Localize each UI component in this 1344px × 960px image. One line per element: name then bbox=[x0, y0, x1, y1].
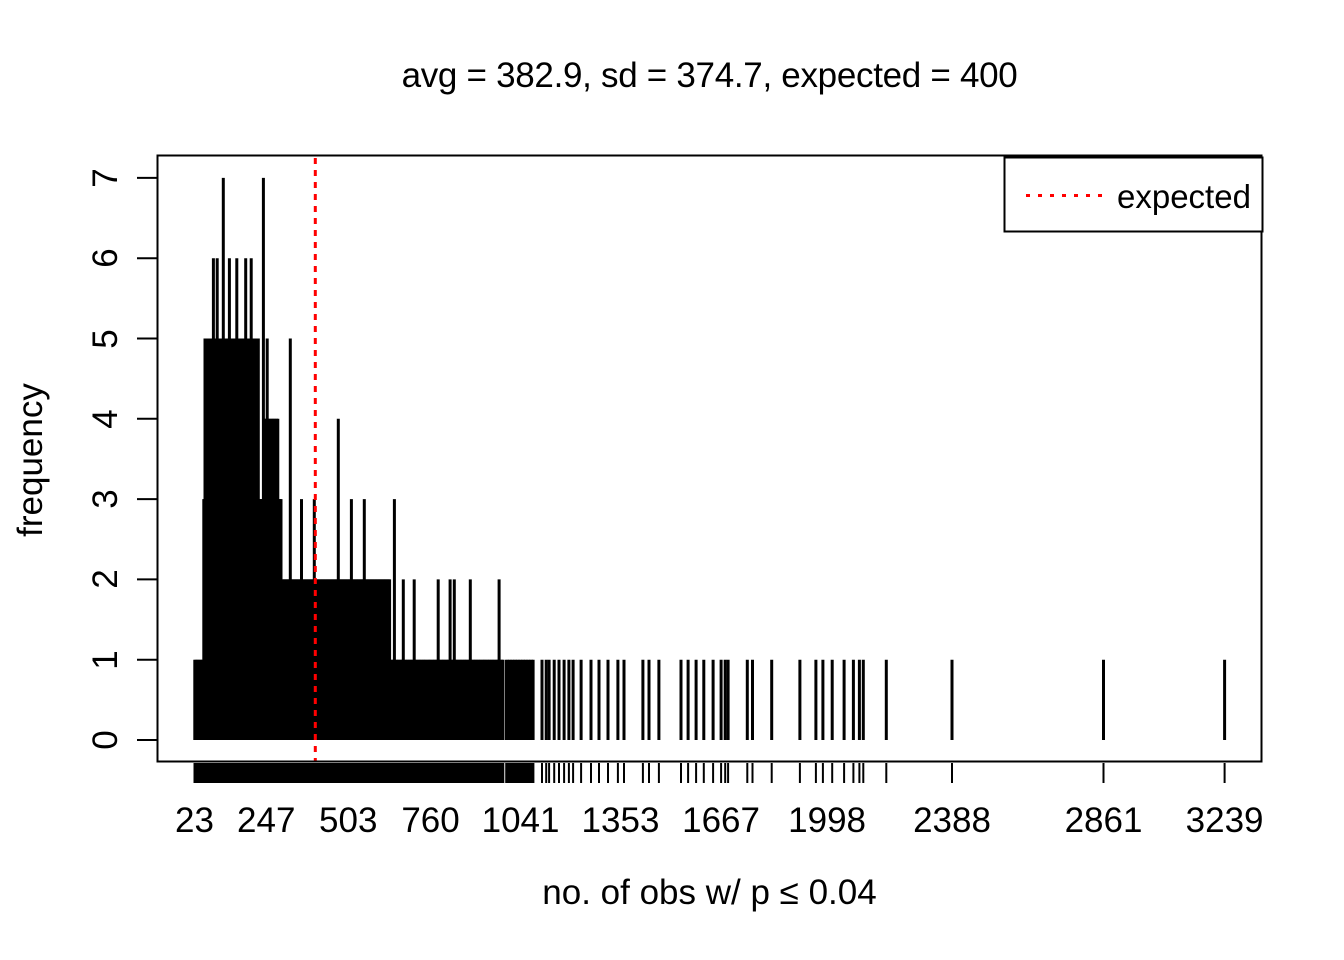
y-axis-title: frequency bbox=[11, 383, 50, 537]
y-tick-label: 2 bbox=[86, 569, 125, 590]
y-tick-label: 4 bbox=[86, 409, 125, 429]
x-tick-label: 2388 bbox=[913, 801, 991, 840]
y-tick-label: 6 bbox=[86, 248, 125, 268]
x-tick-label: 503 bbox=[319, 801, 378, 840]
x-tick-label: 760 bbox=[401, 801, 460, 840]
y-tick-label: 0 bbox=[86, 730, 125, 750]
x-tick-label: 2861 bbox=[1064, 801, 1143, 840]
x-tick-label: 1353 bbox=[581, 801, 660, 840]
x-tick-label: 1041 bbox=[481, 801, 560, 840]
x-tick-label: 3239 bbox=[1185, 801, 1264, 840]
legend-label: expected bbox=[1117, 178, 1251, 215]
x-tick-label: 23 bbox=[175, 801, 214, 840]
plot-border bbox=[156, 154, 1263, 763]
x-tick-label: 1998 bbox=[788, 801, 867, 840]
legend-box bbox=[1003, 156, 1264, 233]
x-axis-title: no. of obs w/ p ≤ 0.04 bbox=[542, 873, 877, 912]
y-tick-label: 5 bbox=[86, 328, 125, 349]
x-tick-label: 1667 bbox=[682, 801, 760, 840]
y-tick-label: 3 bbox=[86, 489, 125, 509]
x-tick-label: 247 bbox=[237, 801, 296, 840]
plot-title: avg = 382.9, sd = 374.7, expected = 400 bbox=[401, 56, 1018, 95]
y-tick-label: 7 bbox=[86, 168, 125, 188]
y-tick-label: 1 bbox=[86, 649, 125, 670]
